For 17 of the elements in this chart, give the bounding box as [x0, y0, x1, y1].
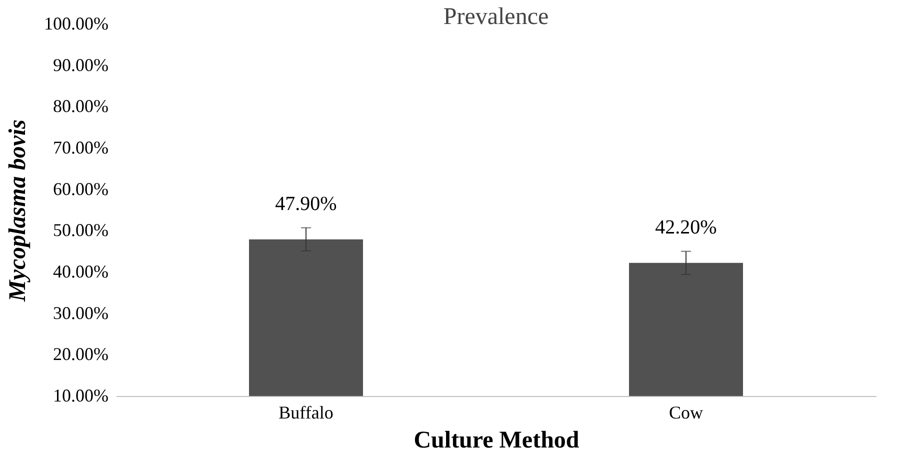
y-tick-label: 50.00% [53, 220, 108, 240]
y-tick-label: 60.00% [53, 178, 108, 199]
y-tick-label: 20.00% [53, 344, 108, 364]
y-axis-title: Mycoplasma bovis [5, 120, 32, 302]
x-tick-label: Buffalo [278, 402, 334, 422]
chart-title: Prevalence [443, 4, 549, 30]
y-tick-label: 30.00% [53, 302, 108, 323]
y-tick-label: 90.00% [53, 54, 108, 75]
y-tick-label: 70.00% [53, 138, 108, 158]
data-label: 47.90% [275, 192, 337, 215]
x-tick-label: Cow [668, 402, 704, 422]
y-tick-label: 10.00% [53, 386, 108, 406]
x-axis-title: Culture Method [414, 428, 580, 454]
y-tick-label: 80.00% [53, 96, 108, 116]
y-tick-label: 100.00% [44, 14, 108, 34]
data-label: 42.20% [655, 216, 717, 238]
y-tick-label: 40.00% [53, 262, 108, 282]
